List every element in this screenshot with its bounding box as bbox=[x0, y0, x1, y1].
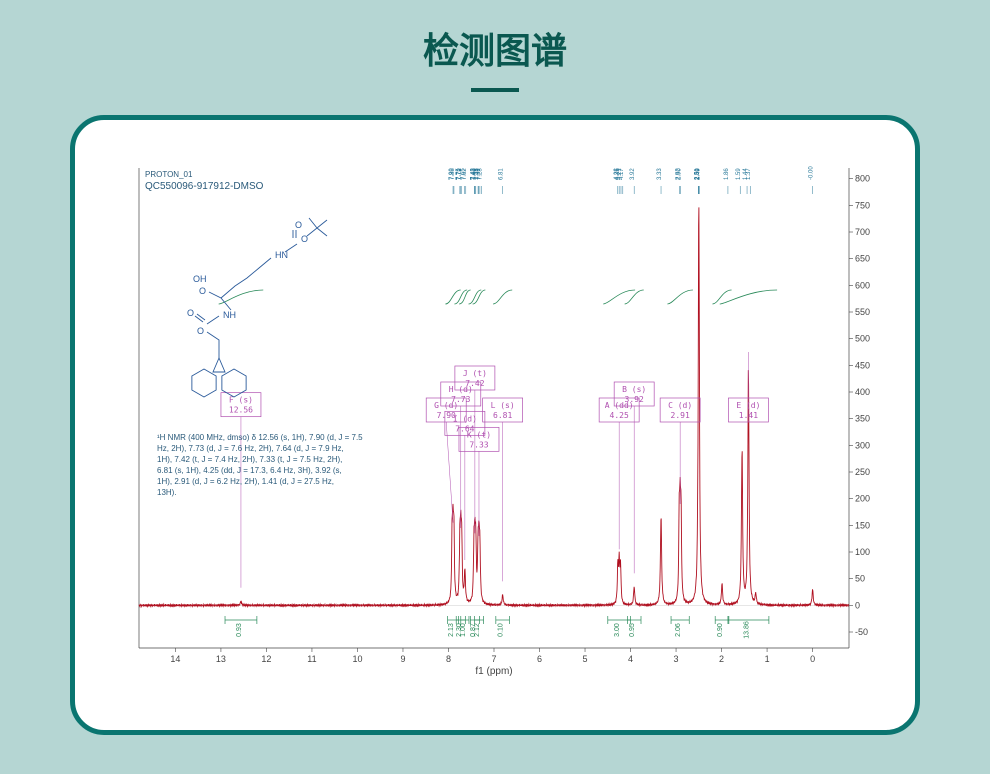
svg-text:1.00: 1.00 bbox=[460, 623, 467, 637]
svg-text:300: 300 bbox=[855, 440, 870, 450]
svg-text:2.49: 2.49 bbox=[695, 168, 701, 180]
svg-text:O: O bbox=[295, 220, 302, 230]
svg-text:O: O bbox=[199, 286, 206, 296]
svg-text:B (s): B (s) bbox=[622, 385, 646, 394]
svg-text:650: 650 bbox=[855, 254, 870, 264]
svg-text:7.33: 7.33 bbox=[469, 440, 488, 449]
svg-text:1.59: 1.59 bbox=[736, 168, 742, 180]
svg-text:J (t): J (t) bbox=[463, 369, 487, 378]
title-underline bbox=[471, 88, 519, 92]
svg-text:OH: OH bbox=[193, 274, 207, 284]
svg-text:3.00: 3.00 bbox=[614, 623, 621, 637]
svg-text:K (t): K (t) bbox=[467, 430, 491, 439]
svg-text:7.42: 7.42 bbox=[465, 379, 484, 388]
svg-text:1H), 7.42 (t, J = 7.4 Hz, 2H),: 1H), 7.42 (t, J = 7.4 Hz, 2H), 7.33 (t, … bbox=[157, 455, 342, 464]
svg-text:0: 0 bbox=[810, 654, 815, 664]
svg-text:3.33: 3.33 bbox=[657, 168, 663, 180]
svg-text:250: 250 bbox=[855, 467, 870, 477]
svg-text:7.28: 7.28 bbox=[477, 168, 483, 180]
svg-text:1: 1 bbox=[765, 654, 770, 664]
svg-text:6.81: 6.81 bbox=[493, 411, 512, 420]
svg-text:0: 0 bbox=[855, 600, 860, 610]
svg-text:3: 3 bbox=[674, 654, 679, 664]
svg-text:3.92: 3.92 bbox=[625, 395, 644, 404]
svg-text:f1 (ppm): f1 (ppm) bbox=[475, 666, 512, 677]
svg-text:500: 500 bbox=[855, 334, 870, 344]
svg-text:7.62: 7.62 bbox=[462, 168, 468, 180]
svg-text:100: 100 bbox=[855, 547, 870, 557]
svg-text:5: 5 bbox=[583, 654, 588, 664]
svg-text:450: 450 bbox=[855, 360, 870, 370]
svg-text:-50: -50 bbox=[855, 627, 868, 637]
svg-text:7.73: 7.73 bbox=[451, 395, 470, 404]
svg-text:O: O bbox=[197, 326, 204, 336]
svg-text:150: 150 bbox=[855, 520, 870, 530]
svg-text:10: 10 bbox=[352, 654, 362, 664]
svg-text:0.95: 0.95 bbox=[629, 623, 636, 637]
svg-text:2.91: 2.91 bbox=[671, 411, 690, 420]
svg-text:750: 750 bbox=[855, 200, 870, 210]
svg-text:700: 700 bbox=[855, 227, 870, 237]
svg-text:PROTON_01: PROTON_01 bbox=[145, 170, 193, 179]
svg-text:2.13: 2.13 bbox=[448, 623, 455, 637]
svg-text:NH: NH bbox=[223, 310, 236, 320]
svg-text:14: 14 bbox=[170, 654, 180, 664]
svg-text:2.06: 2.06 bbox=[675, 623, 682, 637]
svg-text:QC550096-917912-DMSO: QC550096-917912-DMSO bbox=[145, 181, 264, 192]
svg-text:13H).: 13H). bbox=[157, 488, 177, 497]
svg-text:1.86: 1.86 bbox=[724, 168, 730, 180]
svg-text:13: 13 bbox=[216, 654, 226, 664]
nmr-svg: -500501001502002503003504004505005506006… bbox=[111, 158, 891, 708]
svg-text:O: O bbox=[187, 308, 194, 318]
svg-text:0.90: 0.90 bbox=[717, 623, 724, 637]
svg-text:1.37: 1.37 bbox=[746, 168, 752, 180]
svg-text:600: 600 bbox=[855, 280, 870, 290]
svg-text:8: 8 bbox=[446, 654, 451, 664]
svg-text:12.56: 12.56 bbox=[229, 406, 253, 415]
svg-text:7: 7 bbox=[491, 654, 496, 664]
svg-text:2: 2 bbox=[719, 654, 724, 664]
chart-panel: -500501001502002503003504004505005506006… bbox=[70, 115, 920, 735]
svg-text:¹H NMR (400 MHz, dmso) δ 12.56: ¹H NMR (400 MHz, dmso) δ 12.56 (s, 1H), … bbox=[157, 433, 363, 442]
svg-text:9: 9 bbox=[400, 654, 405, 664]
svg-text:50: 50 bbox=[855, 574, 865, 584]
svg-text:C (d): C (d) bbox=[668, 401, 692, 410]
svg-text:-0.00: -0.00 bbox=[809, 166, 815, 180]
svg-text:2.90: 2.90 bbox=[677, 168, 683, 180]
svg-text:2.12: 2.12 bbox=[474, 623, 481, 637]
svg-text:12: 12 bbox=[261, 654, 271, 664]
svg-text:400: 400 bbox=[855, 387, 870, 397]
svg-text:350: 350 bbox=[855, 414, 870, 424]
svg-text:1H), 2.91 (d, J = 6.2 Hz, 2H),: 1H), 2.91 (d, J = 6.2 Hz, 2H), 1.41 (d, … bbox=[157, 477, 334, 486]
svg-text:4.17: 4.17 bbox=[619, 168, 625, 180]
svg-text:I (d): I (d) bbox=[453, 414, 477, 423]
page-title: 检测图谱 bbox=[0, 0, 990, 74]
svg-text:0.93: 0.93 bbox=[236, 623, 243, 637]
svg-text:13.86: 13.86 bbox=[743, 621, 750, 639]
svg-text:Hz, 2H), 7.73 (d, J = 7.6 Hz,: Hz, 2H), 7.73 (d, J = 7.6 Hz, 2H), 7.64 … bbox=[157, 444, 344, 453]
svg-text:L (s): L (s) bbox=[491, 401, 515, 410]
svg-text:6.81 (s, 1H), 4.25 (dd, J = 17: 6.81 (s, 1H), 4.25 (dd, J = 17.3, 6.4 Hz… bbox=[157, 466, 342, 475]
svg-text:800: 800 bbox=[855, 174, 870, 184]
svg-text:4: 4 bbox=[628, 654, 633, 664]
svg-text:F (s): F (s) bbox=[229, 396, 253, 405]
svg-text:6.81: 6.81 bbox=[499, 168, 505, 180]
svg-text:4.25: 4.25 bbox=[610, 411, 629, 420]
nmr-plot: -500501001502002503003504004505005506006… bbox=[111, 158, 891, 708]
svg-text:0.10: 0.10 bbox=[498, 623, 505, 637]
svg-text:6: 6 bbox=[537, 654, 542, 664]
svg-text:11: 11 bbox=[307, 654, 316, 664]
svg-text:200: 200 bbox=[855, 494, 870, 504]
svg-text:3.92: 3.92 bbox=[630, 168, 636, 180]
svg-text:550: 550 bbox=[855, 307, 870, 317]
